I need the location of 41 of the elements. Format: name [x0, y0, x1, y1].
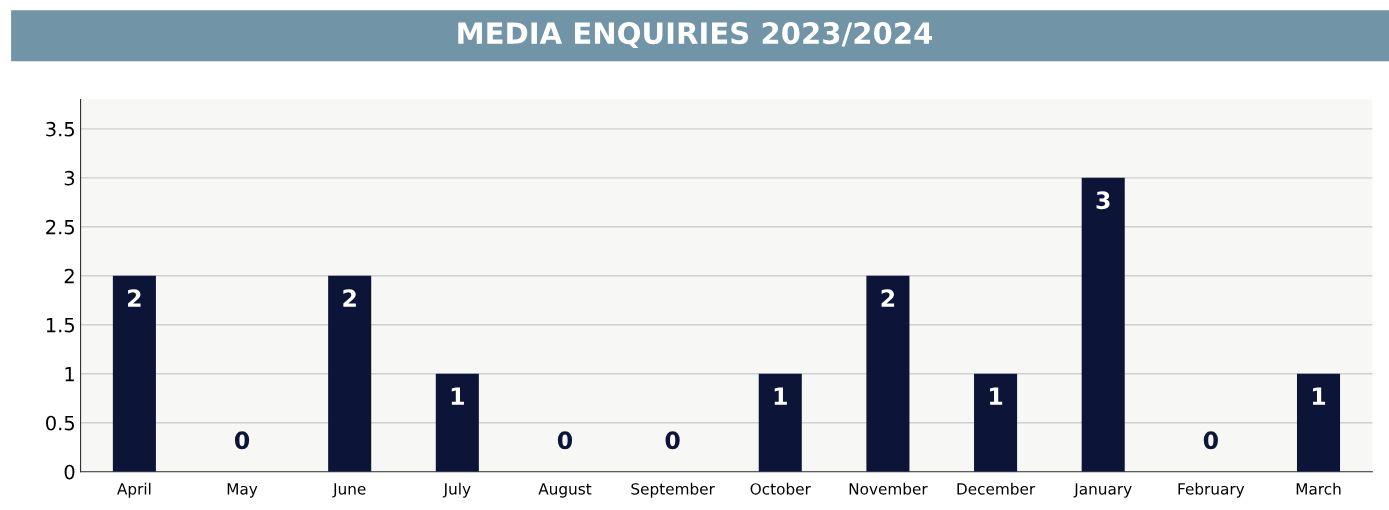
x-tick-label: October	[750, 482, 811, 495]
chart-title: MEDIA ENQUIRIES 2023/2024	[458, 22, 933, 48]
x-tick-label: March	[1296, 482, 1341, 495]
x-tick-label: September	[631, 482, 715, 498]
bar	[866, 275, 910, 472]
bar	[758, 373, 802, 472]
data-label: 0	[1203, 431, 1218, 450]
x-tick-label: December	[957, 482, 1036, 495]
data-label: 3	[1096, 191, 1110, 210]
bar	[974, 373, 1018, 472]
y-tick-label: 3.5	[46, 121, 74, 137]
data-label: 1	[1312, 387, 1326, 405]
x-tick-label: February	[1178, 482, 1245, 498]
x-tick-label: May	[227, 483, 258, 498]
y-tick-label: 2	[64, 268, 74, 284]
x-tick-label: November	[849, 482, 928, 495]
y-tick-label: 0.5	[46, 415, 74, 431]
bar	[1081, 177, 1125, 472]
x-tick-label: June	[332, 483, 366, 498]
data-label: 2	[881, 289, 895, 307]
bar	[112, 275, 156, 472]
x-tick-label: April	[117, 482, 151, 498]
data-label: 1	[451, 387, 464, 405]
bar	[435, 373, 479, 472]
data-label: 2	[128, 289, 141, 307]
y-tick-label: 1	[65, 366, 74, 382]
data-label: 1	[774, 387, 787, 405]
y-tick-label: 1.5	[46, 318, 74, 333]
data-label: 1	[990, 387, 1003, 405]
y-tick-label: 3	[64, 170, 75, 186]
data-label: 2	[343, 289, 356, 307]
y-tick-label: 2.5	[46, 219, 74, 235]
data-label: 0	[665, 431, 680, 450]
x-tick-label: January	[1073, 483, 1132, 498]
bar	[1296, 373, 1341, 472]
data-label: 0	[234, 431, 250, 450]
y-tick-label: 0	[64, 464, 75, 480]
bar	[328, 275, 372, 472]
x-tick-label: July	[442, 482, 471, 498]
x-tick-label: August	[538, 483, 592, 498]
data-label: 0	[557, 431, 573, 450]
